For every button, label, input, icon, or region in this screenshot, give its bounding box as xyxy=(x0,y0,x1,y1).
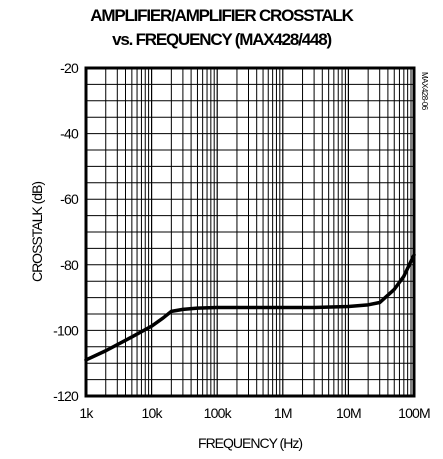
y-tick-label: -80 xyxy=(60,257,79,273)
series-group xyxy=(84,253,416,362)
y-tick-label: -40 xyxy=(60,126,79,142)
x-tick-label: 100k xyxy=(204,405,233,421)
y-tick-label: -60 xyxy=(60,191,79,207)
x-tick-label: 100M xyxy=(398,405,430,421)
chart-title: AMPLIFIER/AMPLIFIER CROSSTALK xyxy=(90,6,354,25)
x-tick-label: 1M xyxy=(274,405,292,421)
figure-code: MAX428-06 xyxy=(420,72,429,111)
y-tick-label: -20 xyxy=(60,60,79,76)
grid-lines xyxy=(85,67,414,397)
x-tick-label: 10M xyxy=(336,405,361,421)
chart-subtitle: vs. FREQUENCY (MAX428/448) xyxy=(112,30,332,49)
x-tick-label: 10k xyxy=(142,405,164,421)
x-tick-label: 1k xyxy=(79,405,94,421)
x-axis-label: FREQUENCY (Hz) xyxy=(198,435,302,451)
y-axis-label: CROSSTALK (dB) xyxy=(29,182,45,282)
y-tick-label: -120 xyxy=(53,388,79,404)
x-tick-labels: 1k 10k 100k 1M 10M 100M xyxy=(79,405,430,421)
y-tick-labels: -20 -40 -60 -80 -100 -120 xyxy=(53,60,80,404)
y-tick-label: -100 xyxy=(53,322,79,338)
plot-frame xyxy=(84,66,416,398)
crosstalk-series-line xyxy=(84,253,416,362)
